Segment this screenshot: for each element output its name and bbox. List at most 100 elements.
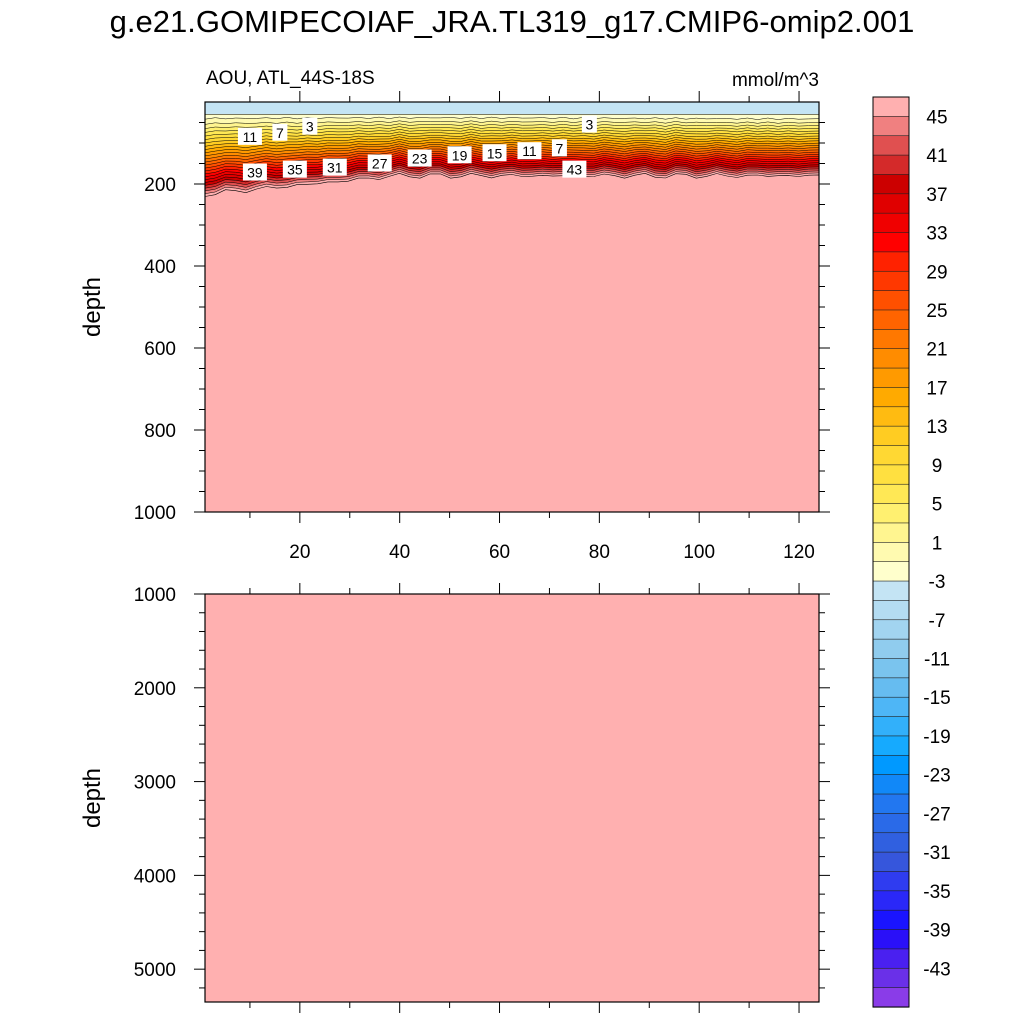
contour-label-box <box>242 163 267 181</box>
colorbar-swatch <box>872 658 910 679</box>
colorbar-swatch <box>872 793 910 814</box>
contour-label: 27 <box>372 156 388 172</box>
contour-label: 7 <box>276 125 284 141</box>
y-tick-label: 1000 <box>134 585 176 606</box>
y-tick-label: 1000 <box>134 503 176 524</box>
colorbar-label: 25 <box>926 301 947 322</box>
colorbar-label: -3 <box>929 572 946 593</box>
y-tick-label: 5000 <box>134 960 176 981</box>
contour-label-box <box>302 117 318 135</box>
colorbar-swatch <box>872 387 910 408</box>
colorbar-swatch <box>872 851 910 873</box>
colorbar-swatch <box>872 96 910 117</box>
colorbar-swatch <box>872 212 910 234</box>
colorbar-swatch <box>872 929 910 950</box>
colorbar-swatch <box>872 367 910 389</box>
colorbar-label: 5 <box>932 495 943 516</box>
colorbar-label: 17 <box>926 378 947 399</box>
colorbar-swatch <box>872 290 910 311</box>
colorbar-swatch <box>872 483 910 505</box>
contour-label-box <box>367 154 392 172</box>
x-tick-label: 40 <box>389 542 410 563</box>
upper-y-axis-title: depth <box>79 277 106 337</box>
contour-label: 11 <box>522 143 537 159</box>
colorbar-label: -19 <box>923 727 950 748</box>
contour-label-box <box>282 160 307 178</box>
y-tick-label: 800 <box>144 421 176 442</box>
colorbar-swatch <box>872 445 910 466</box>
colorbar-label: 29 <box>926 262 947 283</box>
x-tick-label: 100 <box>683 542 715 563</box>
colorbar-swatch <box>872 309 910 330</box>
colorbar-swatch <box>872 871 910 892</box>
y-tick-label: 2000 <box>134 679 176 700</box>
colorbar-swatch <box>872 270 910 292</box>
colorbar-swatch <box>872 329 910 350</box>
y-tick-label: 200 <box>144 175 176 196</box>
colorbar-swatch <box>872 406 910 427</box>
y-tick-label: 3000 <box>134 773 176 794</box>
upper-left-label: AOU, ATL_44S-18S <box>206 68 375 89</box>
colorbar-label: -11 <box>924 649 950 670</box>
contour-label-box <box>517 142 542 160</box>
colorbar-swatch <box>872 193 910 214</box>
contour-label: 43 <box>567 162 583 178</box>
colorbar-swatch <box>872 638 910 660</box>
colorbar-label: -39 <box>923 921 950 942</box>
colorbar-swatch <box>872 987 910 1008</box>
x-tick-label: 60 <box>489 542 510 563</box>
colorbar-label: 33 <box>926 224 947 245</box>
contour-label: 15 <box>487 145 503 161</box>
y-tick-label: 4000 <box>134 866 176 887</box>
contour-label-box <box>237 127 262 145</box>
contour-label: 35 <box>287 162 303 178</box>
lower-panel: 1000 2000 3000 4000 5000 depth <box>79 583 830 1013</box>
colorbar-swatch <box>872 909 910 931</box>
contour-label-box <box>562 160 587 178</box>
contour-label: 39 <box>247 165 263 181</box>
contour-label-box <box>447 146 472 164</box>
colorbar-swatch <box>872 677 910 698</box>
colorbar-swatch <box>872 813 910 834</box>
colorbar-swatch <box>872 561 910 582</box>
contour-label-box <box>322 158 347 176</box>
colorbar-swatch <box>872 754 910 776</box>
contour-label: 7 <box>556 140 564 156</box>
colorbar-label: 45 <box>926 107 947 128</box>
deep-water-band <box>205 172 819 512</box>
upper-panel: 11 7 3 39 35 31 27 23 19 15 11 7 3 43 200 400 600 800 100… <box>79 68 830 563</box>
contour-label: 3 <box>306 119 314 135</box>
colorbar-swatch <box>872 542 910 563</box>
contour-label: 19 <box>452 147 468 163</box>
colorbar-label: 21 <box>926 340 947 361</box>
colorbar-label: 1 <box>932 533 943 554</box>
x-tick-label: 120 <box>783 542 815 563</box>
contour-label-box <box>551 139 567 157</box>
colorbar-swatch <box>872 619 910 640</box>
colorbar-label: -7 <box>929 611 946 632</box>
colorbar-swatch <box>872 251 910 272</box>
colorbar-swatch <box>872 135 910 156</box>
upper-units-label: mmol/m^3 <box>732 70 819 91</box>
colorbar-swatch <box>872 464 910 485</box>
colorbar-label: 37 <box>926 185 947 206</box>
colorbar-label: -43 <box>923 959 950 980</box>
colorbar-swatch <box>872 735 910 756</box>
contour-label-box <box>581 115 597 133</box>
colorbar-swatch <box>872 967 910 989</box>
colorbar-swatch <box>872 348 910 369</box>
colorbar-swatch <box>872 774 910 795</box>
colorbar-swatch <box>872 580 910 602</box>
lower-y-axis-title: depth <box>79 768 106 828</box>
colorbar-label: -27 <box>923 804 950 825</box>
contour-label: 11 <box>243 129 258 145</box>
contour-label: 3 <box>585 117 593 133</box>
colorbar-label: -23 <box>923 766 950 787</box>
colorbar-swatch <box>872 696 910 718</box>
colorbar-swatch <box>872 948 910 969</box>
colorbar-swatch <box>872 425 910 447</box>
colorbar-swatch <box>872 522 910 543</box>
colorbar-swatch <box>872 890 910 911</box>
colorbar-frame <box>872 96 910 1008</box>
colorbar-swatch <box>872 232 910 253</box>
